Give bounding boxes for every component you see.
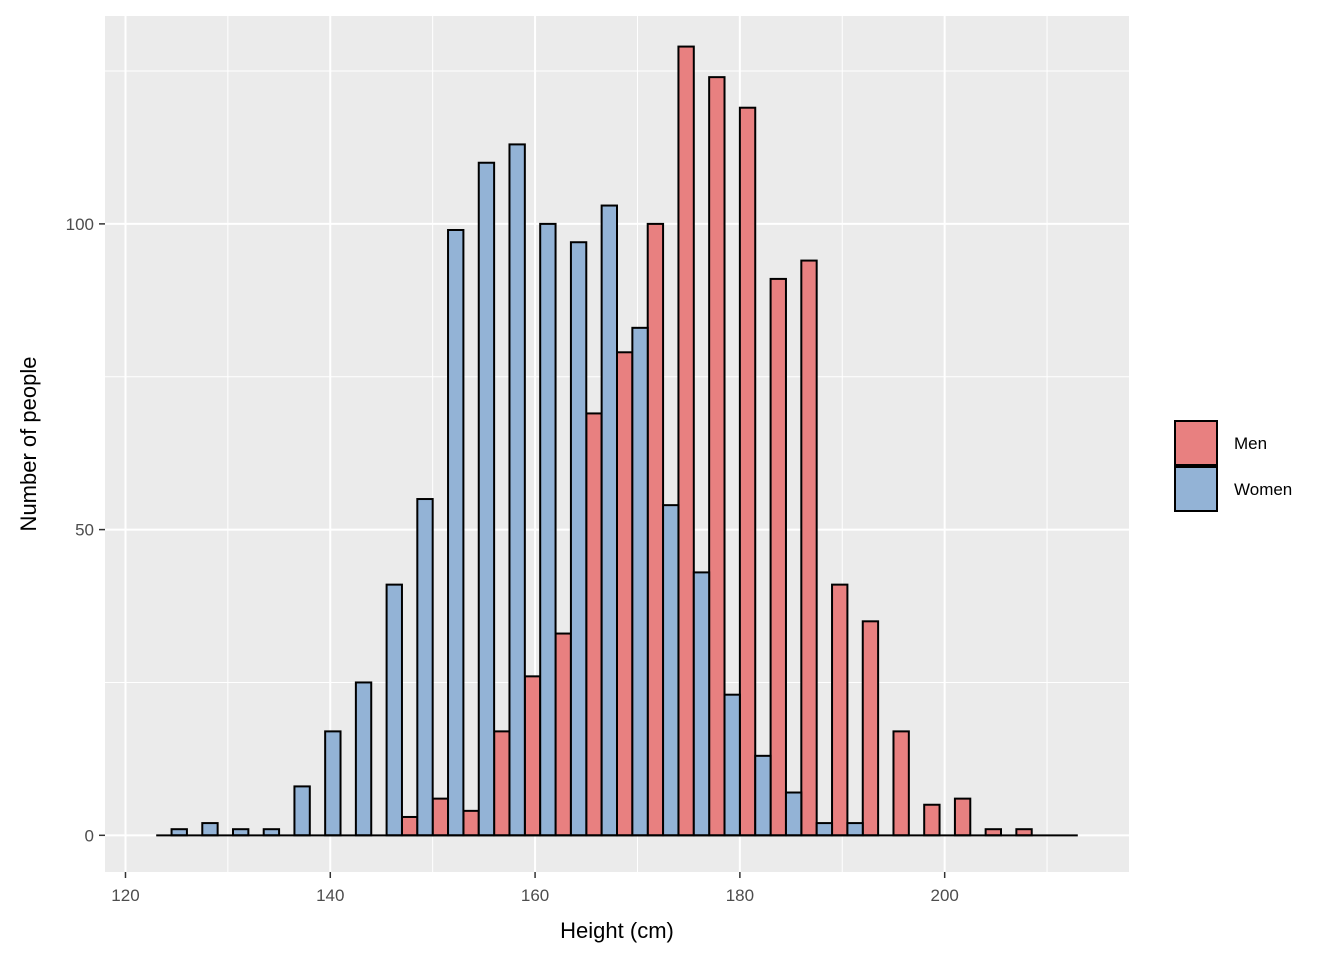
bar-women-148.5	[416, 498, 434, 837]
legend: Men Women	[1174, 420, 1292, 512]
x-axis: 120 140 160 180 200	[111, 872, 959, 905]
bar-men-157.5	[493, 730, 511, 837]
bar-women-187.5	[815, 822, 834, 837]
bar-men-154.5	[462, 809, 480, 837]
bar-women-157.5	[508, 143, 526, 837]
bar-men-199.5	[923, 803, 941, 837]
x-tick-label: 180	[726, 886, 754, 905]
bar-women-151.5	[447, 229, 465, 837]
bar-men-172.5	[646, 222, 665, 837]
bar-women-181.5	[754, 754, 772, 837]
bar-women-142.5	[354, 681, 373, 837]
bar-men-187.5	[800, 259, 818, 837]
legend-label-men: Men	[1234, 434, 1267, 453]
x-tick-label: 140	[316, 886, 344, 905]
bar-women-136.5	[293, 785, 311, 837]
bar-women-166.5	[600, 204, 619, 837]
bar-men-193.5	[861, 620, 880, 837]
legend-key-women	[1174, 466, 1218, 512]
bar-women-172.5	[662, 504, 680, 837]
bar-women-190.5	[846, 822, 864, 837]
y-axis-title: Number of people	[16, 357, 41, 532]
bar-women-154.5	[477, 161, 496, 837]
bar-men-148.5	[400, 815, 419, 837]
bar-men-166.5	[585, 412, 603, 837]
bar-men-181.5	[738, 106, 757, 837]
bar-men-169.5	[616, 351, 634, 837]
x-axis-title: Height (cm)	[560, 918, 674, 943]
bar-men-151.5	[431, 797, 450, 837]
bar-women-139.5	[324, 730, 342, 837]
bar-women-169.5	[631, 326, 649, 837]
y-axis: 0 50 100	[66, 215, 105, 845]
bar-women-145.5	[385, 583, 403, 837]
bar-women-178.5	[723, 693, 741, 837]
legend-key-men	[1174, 420, 1218, 466]
bar-men-160.5	[523, 675, 542, 837]
bar-men-196.5	[892, 730, 910, 837]
bar-women-163.5	[569, 241, 588, 837]
y-tick-label: 100	[66, 215, 94, 234]
bar-men-163.5	[554, 632, 572, 837]
x-tick-label: 160	[521, 886, 549, 905]
bar-women-127.5	[201, 822, 219, 837]
bar-women-184.5	[784, 791, 803, 837]
y-tick-label: 50	[75, 521, 94, 540]
bar-men-190.5	[831, 583, 849, 837]
bar-men-184.5	[769, 277, 787, 837]
bar-women-160.5	[539, 222, 557, 837]
y-tick-label: 0	[85, 826, 94, 845]
legend-label-women: Women	[1234, 480, 1292, 499]
bar-women-175.5	[692, 571, 711, 837]
bar-men-175.5	[677, 45, 695, 837]
bar-men-178.5	[708, 76, 726, 837]
bar-men-202.5	[953, 797, 972, 837]
x-tick-label: 120	[111, 886, 139, 905]
x-tick-label: 200	[930, 886, 958, 905]
